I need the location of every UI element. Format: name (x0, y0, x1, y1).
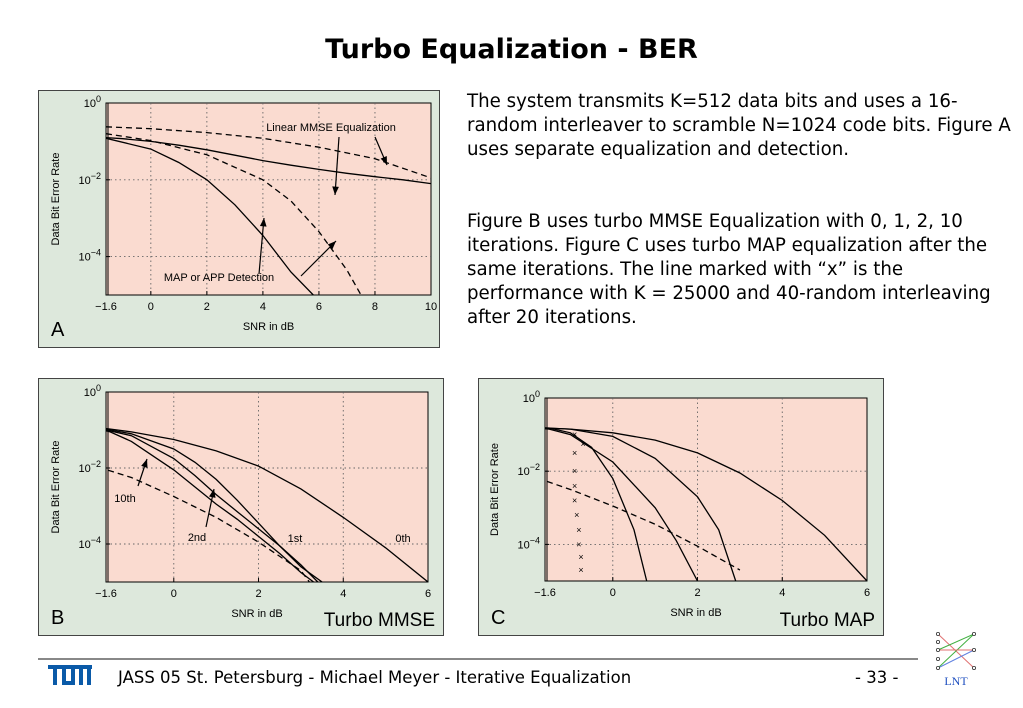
annotation-map-app: MAP or APP Detection (164, 272, 274, 284)
x-tick-label: 0 (148, 301, 154, 313)
series-group (106, 427, 428, 582)
y-axis-label: Data Bit Error Rate (50, 441, 62, 534)
y-tick-label: 10−2 (78, 171, 101, 187)
x-tick-label: 4 (340, 588, 346, 600)
x-tick-label: 6 (864, 587, 870, 599)
label-10th: 10th (114, 493, 135, 505)
x-axis-label: SNR in dB (670, 607, 721, 619)
series-line-10th (106, 430, 314, 582)
x-marker: × (572, 466, 577, 476)
x-axis-label: SNR in dB (231, 608, 282, 620)
x-tick-label: 4 (260, 301, 266, 313)
x-marker: × (576, 525, 581, 535)
series-line-3 (106, 133, 362, 295)
arrow-head (327, 241, 336, 250)
annotation-linear-mmse: Linear MMSE Equalization (266, 122, 396, 134)
slide-title: Turbo Equalization - BER (325, 34, 698, 65)
label-2nd: 2nd (188, 532, 206, 544)
y-tick-label: 10−2 (517, 462, 540, 478)
series-line-4 (106, 468, 310, 582)
series-line-0th (106, 427, 428, 582)
series-group (106, 126, 431, 295)
arrow-head (259, 218, 267, 227)
plot-area (105, 391, 429, 583)
figure-c-panel: −1.6 0 2 4 6 100 10−2 10−4 SNR in dB Data Bit Err… (478, 378, 884, 636)
page-number: - 33 - (855, 668, 899, 687)
x-tick-label: −1.6 (534, 587, 556, 599)
x-marker: × (574, 510, 579, 520)
series-line-3 (545, 427, 648, 581)
y-tick-label: 10−2 (78, 459, 101, 475)
label-0th: 0th (395, 533, 410, 545)
y-tick-label: 10−4 (78, 248, 101, 264)
x-tick-label: 6 (425, 588, 431, 600)
y-tick-label: 10−4 (78, 535, 101, 551)
annotation-arrow (334, 136, 340, 196)
arrow-head (380, 156, 387, 165)
description-paragraph-1: The system transmits K=512 data bits and… (467, 91, 1011, 160)
series-line-0 (106, 136, 431, 185)
figure-a-panel: −1.6 0 2 4 6 8 10 100 10−2 10−4 SNR in dB Data Bit … (38, 90, 440, 348)
x-tick-label: 4 (779, 587, 785, 599)
panel-caption: Turbo MAP (780, 610, 875, 631)
x-tick-label: 2 (255, 588, 261, 600)
figure-c-chart: −1.6 0 2 4 6 100 10−2 10−4 SNR in dB Data Bit Err… (489, 389, 875, 631)
y-tick-label: 100 (523, 389, 540, 405)
x-tick-label: 2 (694, 587, 700, 599)
footer-text: JASS 05 St. Petersburg - Michael Meyer -… (118, 668, 632, 687)
y-axis-label: Data Bit Error Rate (50, 153, 62, 246)
series-line-0 (545, 427, 867, 581)
x-marker: × (572, 481, 577, 491)
panel-caption: Turbo MMSE (324, 610, 435, 631)
y-tick-label: 100 (84, 94, 101, 110)
x-marker: × (578, 565, 583, 575)
x-tick-label: 8 (372, 301, 378, 313)
lnt-logo-label: LNT (944, 674, 968, 688)
y-tick-label: 100 (84, 383, 101, 399)
label-1st: 1st (288, 533, 303, 545)
figure-b-chart: −1.6 0 2 4 6 100 10−2 10−4 SNR in dB Data Bit Err… (50, 383, 435, 631)
x-tick-label: 0 (171, 588, 177, 600)
plot-area (105, 102, 432, 296)
tum-logo-icon (48, 665, 92, 685)
series-group: ××××××××××× (545, 427, 867, 581)
y-axis-label: Data Bit Error Rate (489, 443, 501, 536)
arrow-head (141, 459, 148, 468)
x-tick-label: −1.6 (95, 301, 117, 313)
series-line-2 (106, 137, 314, 295)
description-paragraph-2: Figure B uses turbo MMSE Equalization wi… (467, 211, 991, 328)
x-marker: × (580, 439, 585, 449)
annotation-arrow (258, 217, 265, 275)
x-tick-label: 0 (610, 587, 616, 599)
figure-a-chart: −1.6 0 2 4 6 8 10 100 10−2 10−4 SNR in dB Data Bit … (50, 94, 437, 341)
series-line-1st (106, 428, 323, 582)
arrow-head (209, 489, 216, 498)
x-tick-label: 6 (316, 301, 322, 313)
x-marker: × (572, 495, 577, 505)
panel-label: B (51, 607, 64, 629)
panel-label: C (491, 607, 505, 629)
x-marker: × (572, 448, 577, 458)
plot-area (544, 397, 868, 582)
x-axis-label: SNR in dB (243, 321, 294, 333)
x-tick-label: −1.6 (95, 588, 117, 600)
series-line-1 (106, 126, 431, 179)
x-marker: × (578, 552, 583, 562)
footer-divider (38, 658, 918, 660)
y-tick-label: 10−4 (517, 535, 540, 551)
figure-b-panel: −1.6 0 2 4 6 100 10−2 10−4 SNR in dB Data Bit Err… (38, 378, 444, 636)
x-tick-label: 10 (425, 301, 437, 313)
series-line-2 (545, 428, 699, 581)
x-marker: × (576, 539, 581, 549)
series-line-2nd (106, 429, 319, 582)
x-tick-label: 2 (204, 301, 210, 313)
lnt-logo-icon: LNT (936, 632, 977, 688)
x-marker: × (572, 430, 577, 440)
series-line-4 (545, 480, 741, 571)
series-line-1 (545, 427, 737, 581)
arrow-head (332, 186, 339, 195)
panel-label: A (51, 319, 65, 341)
